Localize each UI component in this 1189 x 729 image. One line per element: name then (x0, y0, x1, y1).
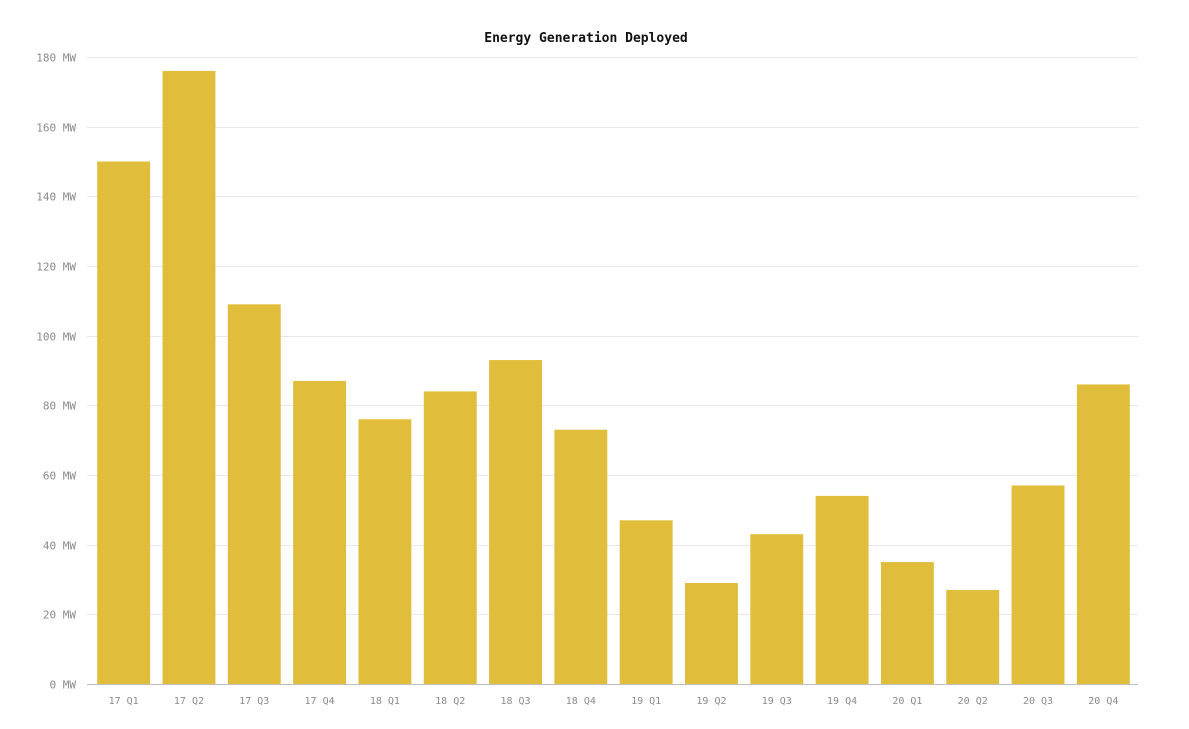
x-tick-label: 20 Q3 (1023, 696, 1053, 707)
x-tick-label: 18 Q1 (370, 696, 400, 707)
y-tick-label: 60 MW (43, 470, 76, 483)
x-axis-ticks: 17 Q1 17 Q2 17 Q3 17 Q4 18 Q1 18 Q2 18 Q3 18 Q4… (109, 696, 1119, 707)
bar[interactable] (685, 582, 738, 684)
y-tick-label: 120 MW (36, 261, 76, 274)
x-tick-label: 19 Q1 (631, 696, 661, 707)
bar[interactable] (97, 161, 151, 685)
y-tick-label: 180 MW (36, 52, 76, 65)
bar[interactable] (1011, 485, 1065, 684)
y-tick-label: 100 MW (36, 331, 76, 344)
bar[interactable] (815, 495, 869, 684)
bar[interactable] (946, 589, 1000, 684)
bar[interactable] (489, 360, 542, 684)
bar[interactable] (423, 391, 477, 684)
x-tick-label: 18 Q2 (435, 696, 465, 707)
bar[interactable] (750, 534, 804, 684)
x-tick-label: 20 Q4 (1088, 696, 1118, 707)
x-tick-label: 17 Q1 (109, 696, 139, 707)
chart-title: Energy Generation Deployed (484, 31, 688, 46)
x-tick-label: 19 Q3 (762, 696, 792, 707)
bar[interactable] (162, 70, 216, 684)
x-tick-label: 18 Q4 (566, 696, 596, 707)
x-tick-label: 18 Q3 (500, 696, 530, 707)
bar[interactable] (1076, 384, 1130, 684)
bar[interactable] (554, 429, 608, 684)
bar[interactable] (358, 419, 412, 684)
bar[interactable] (880, 562, 934, 684)
y-axis-ticks: 0 MW 20 MW 40 MW 60 MW 80 MW 100 MW 120 MW 140 … (36, 52, 76, 692)
bar[interactable] (227, 304, 281, 684)
x-tick-label: 17 Q2 (174, 696, 204, 707)
bar[interactable] (619, 520, 673, 684)
x-tick-label: 20 Q2 (958, 696, 988, 707)
y-tick-label: 0 MW (50, 679, 77, 692)
y-tick-label: 40 MW (43, 540, 76, 553)
x-tick-label: 20 Q1 (892, 696, 922, 707)
x-tick-label: 19 Q2 (696, 696, 726, 707)
bars (97, 70, 1130, 685)
x-tick-label: 17 Q4 (305, 696, 335, 707)
y-tick-label: 140 MW (36, 191, 76, 204)
y-tick-label: 80 MW (43, 400, 76, 413)
bar[interactable] (293, 380, 347, 684)
y-tick-label: 160 MW (36, 122, 76, 135)
x-tick-label: 19 Q4 (827, 696, 857, 707)
x-tick-label: 17 Q3 (239, 696, 269, 707)
y-tick-label: 20 MW (43, 609, 76, 622)
